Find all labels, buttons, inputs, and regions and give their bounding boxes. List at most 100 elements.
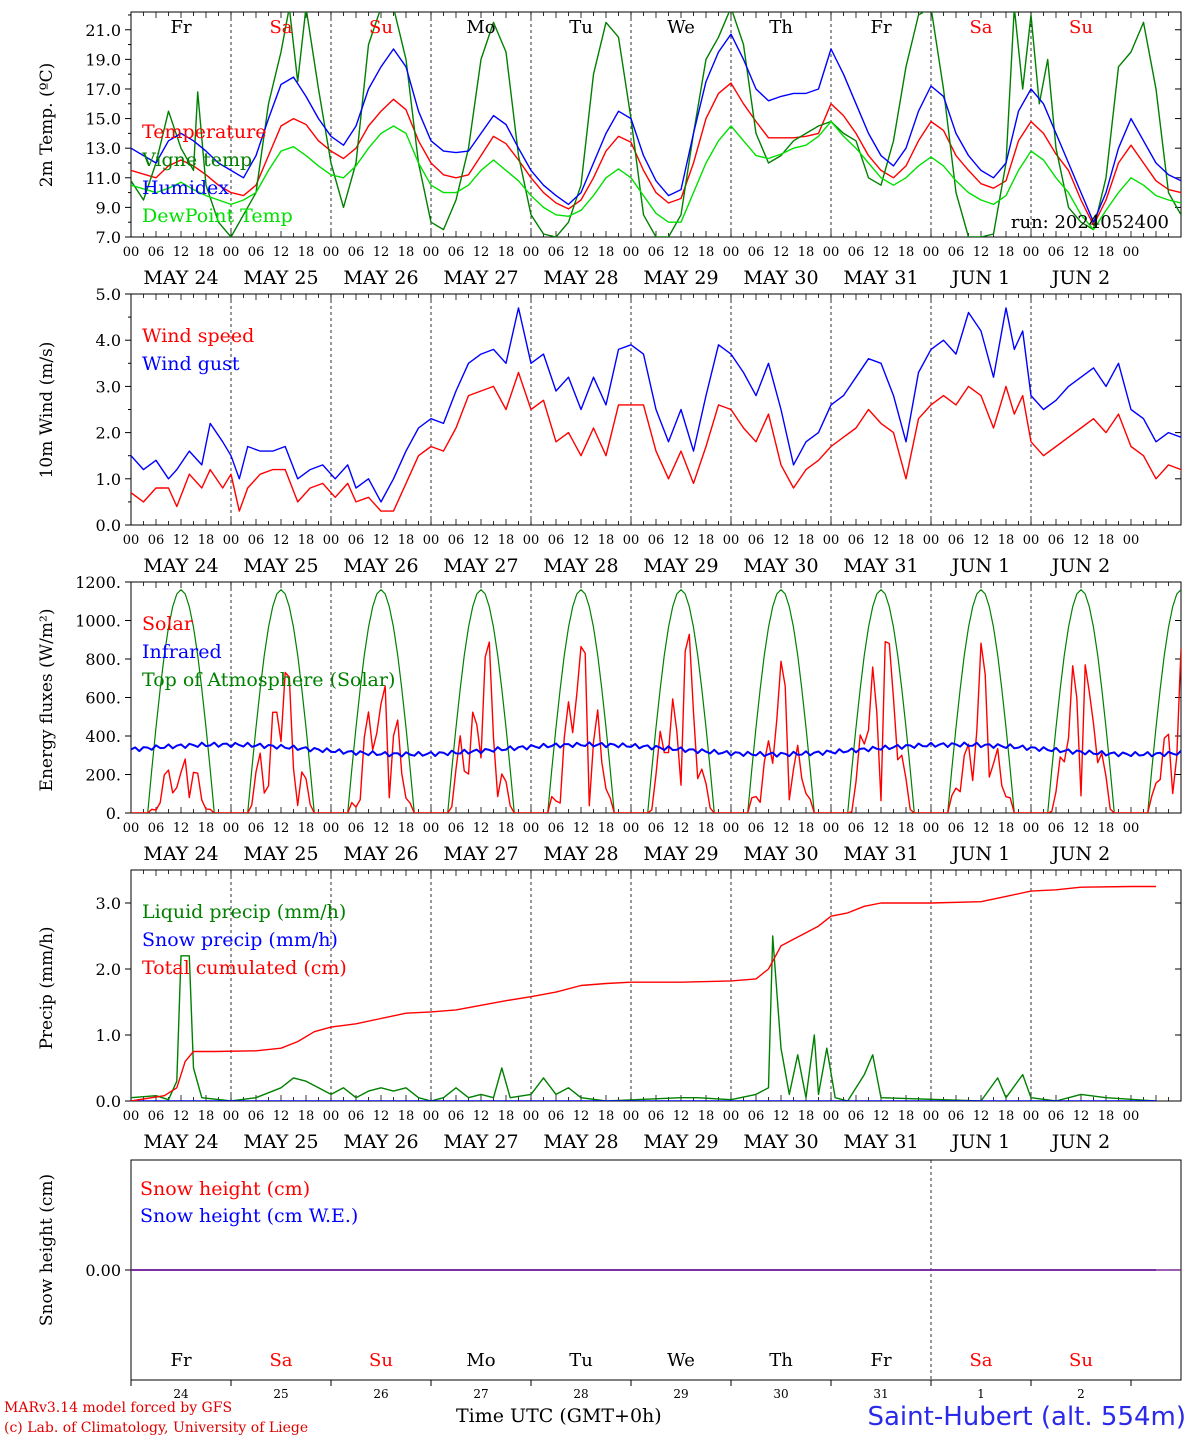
date-label: MAY 25 <box>243 843 318 865</box>
hour-label: 00 <box>523 245 540 260</box>
hour-label: 00 <box>323 821 340 836</box>
hour-label: 06 <box>448 821 465 836</box>
infrared-line <box>131 741 1181 758</box>
y-tick-label: 2.0 <box>96 960 121 979</box>
hour-label: 00 <box>823 1109 840 1124</box>
date-label: MAY 25 <box>243 555 318 577</box>
hour-label: 18 <box>498 533 515 548</box>
hour-label: 06 <box>448 245 465 260</box>
series-line <box>131 307 1181 503</box>
series-line <box>131 120 1181 231</box>
hour-label: 18 <box>398 245 415 260</box>
hour-label: 00 <box>523 821 540 836</box>
date-label: MAY 29 <box>643 1131 718 1153</box>
hour-label: 12 <box>173 1109 190 1124</box>
hour-label: 06 <box>648 821 665 836</box>
day-number: 27 <box>473 1387 488 1400</box>
hour-label: 12 <box>673 245 690 260</box>
hour-label: 06 <box>148 1109 165 1124</box>
hour-label: 06 <box>748 1109 765 1124</box>
date-label: MAY 24 <box>143 1131 218 1153</box>
day-name: We <box>667 1350 695 1371</box>
day-number: 30 <box>773 1387 788 1400</box>
y-tick-label: 3.0 <box>96 894 121 913</box>
hour-label: 06 <box>448 1109 465 1124</box>
hour-label: 12 <box>973 821 990 836</box>
hour-label: 00 <box>1023 245 1040 260</box>
y-tick-label: 13.0 <box>85 139 121 158</box>
series-line <box>131 82 1181 226</box>
hour-label: 06 <box>348 1109 365 1124</box>
y-tick-label: 4.0 <box>96 331 121 350</box>
y-tick-label: 21.0 <box>85 21 121 40</box>
hour-label: 00 <box>123 1109 140 1124</box>
hour-label: 00 <box>1123 533 1140 548</box>
hour-label: 06 <box>548 1109 565 1124</box>
hour-label: 12 <box>1073 533 1090 548</box>
hour-label: 06 <box>448 533 465 548</box>
hour-label: 18 <box>998 245 1015 260</box>
day-name: Mo <box>466 1350 495 1371</box>
day-name: Tu <box>569 17 593 38</box>
hour-label: 18 <box>198 533 215 548</box>
date-label: MAY 28 <box>543 267 618 289</box>
hour-label: 12 <box>673 1109 690 1124</box>
y-tick-label: 1200. <box>75 573 121 592</box>
day-name: Th <box>769 17 793 38</box>
date-label: MAY 28 <box>543 555 618 577</box>
hour-label: 06 <box>1048 1109 1065 1124</box>
panel-5: 0.00 Snow height (cm) Snow height (cm) Snow… <box>37 1159 1182 1401</box>
hour-label: 00 <box>223 1109 240 1124</box>
hour-label: 00 <box>823 533 840 548</box>
hour-label: 06 <box>648 245 665 260</box>
hour-label: 06 <box>848 821 865 836</box>
hour-label: 00 <box>723 533 740 548</box>
hour-label: 18 <box>898 821 915 836</box>
hour-label: 12 <box>573 533 590 548</box>
legend-entry: Top of Atmosphere (Solar) <box>142 669 395 691</box>
legend-entry: Infrared <box>142 641 222 663</box>
legend-entry: Wind speed <box>142 325 254 347</box>
panel-1: 7.0 9.0 11.0 13.0 15.0 17.0 19.0 21.0 2m Temp. (… <box>37 11 1182 289</box>
hour-label: 18 <box>298 821 315 836</box>
hour-label: 12 <box>473 533 490 548</box>
hour-label: 00 <box>223 533 240 548</box>
hour-label: 06 <box>848 245 865 260</box>
hour-label: 06 <box>148 533 165 548</box>
date-label: MAY 28 <box>543 843 618 865</box>
y-tick-label: 2.0 <box>96 424 121 443</box>
hour-label: 12 <box>773 1109 790 1124</box>
hour-label: 00 <box>223 821 240 836</box>
hour-label: 18 <box>898 245 915 260</box>
hour-label: 06 <box>748 245 765 260</box>
hour-label: 06 <box>948 1109 965 1124</box>
series-group <box>131 12 1181 237</box>
hour-label: 12 <box>473 245 490 260</box>
day-number: 29 <box>673 1387 688 1400</box>
date-label: JUN 2 <box>1050 843 1110 865</box>
date-label: MAY 24 <box>143 843 218 865</box>
hour-label: 06 <box>348 533 365 548</box>
y-axis-label: Precip (mm/h) <box>37 926 57 1049</box>
hour-label: 18 <box>798 245 815 260</box>
y-tick-label: 200. <box>85 766 121 785</box>
hour-label: 00 <box>123 245 140 260</box>
hour-label: 00 <box>623 1109 640 1124</box>
hour-label: 18 <box>498 1109 515 1124</box>
hour-label: 06 <box>948 245 965 260</box>
day-name: We <box>667 17 695 38</box>
hour-label: 18 <box>598 1109 615 1124</box>
hour-label: 18 <box>698 533 715 548</box>
hour-label: 12 <box>573 1109 590 1124</box>
meteogram-svg: 7.09.011.013.015.017.019.021.02m Temp. (… <box>37 11 1182 1401</box>
hour-label: 06 <box>948 821 965 836</box>
hour-label: 18 <box>598 533 615 548</box>
date-label: MAY 29 <box>643 267 718 289</box>
legend-entry: Wind gust <box>142 353 240 375</box>
day-number: 25 <box>273 1387 288 1400</box>
hour-label: 12 <box>1073 245 1090 260</box>
date-label: MAY 25 <box>243 1131 318 1153</box>
hour-label: 06 <box>548 821 565 836</box>
day-name: Sa <box>269 17 292 38</box>
